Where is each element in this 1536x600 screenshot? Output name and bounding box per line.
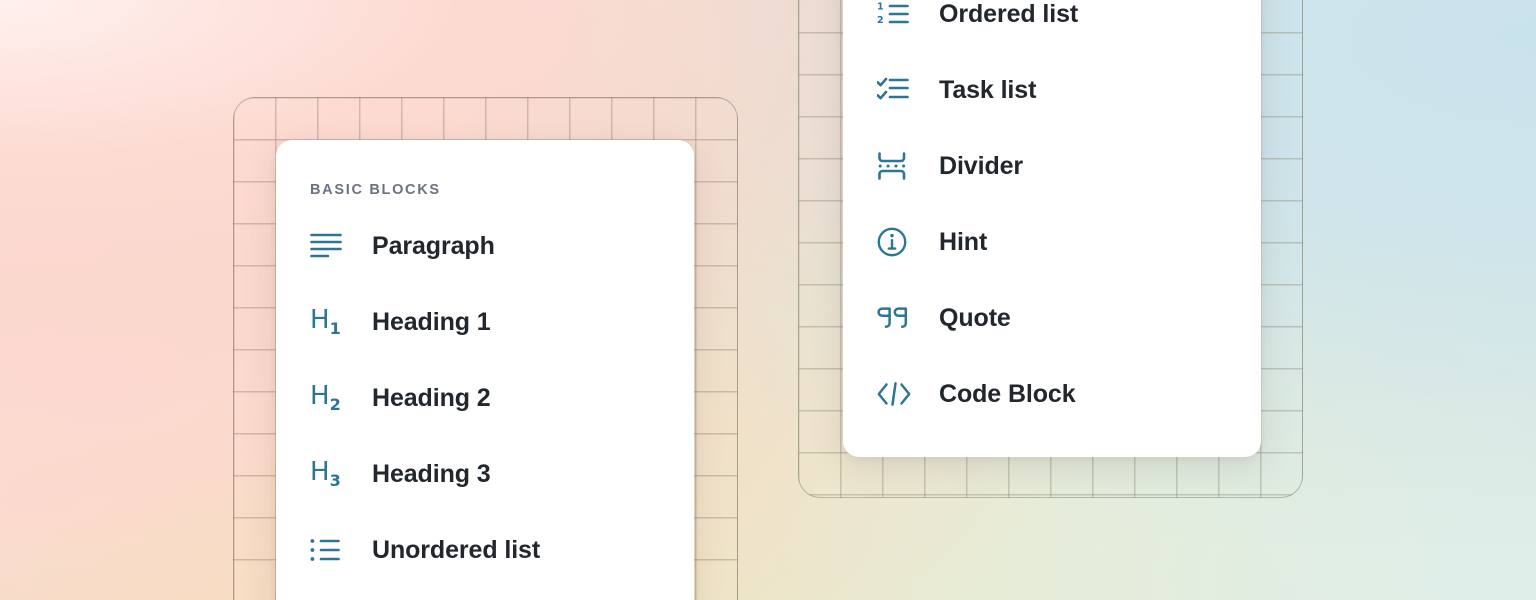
svg-text:2: 2 — [877, 15, 884, 26]
menu-item-label: Heading 1 — [372, 307, 491, 336]
menu-item-label: Quote — [939, 303, 1011, 332]
quote-icon — [877, 306, 939, 330]
basic-blocks-menu-card: BASIC BLOCKS Paragraph H1 Heading 1 — [276, 140, 694, 600]
menu-item-heading-2[interactable]: H2 Heading 2 — [310, 360, 660, 436]
menu-item-paragraph[interactable]: Paragraph — [310, 208, 660, 284]
menu-item-label: Unordered list — [372, 535, 541, 564]
menu-item-label: Divider — [939, 151, 1024, 180]
ordered-list-icon: 1 2 — [877, 1, 939, 27]
menu-item-hint[interactable]: Hint — [877, 204, 1227, 280]
heading-3-icon: H3 — [310, 456, 341, 491]
hint-info-icon — [877, 227, 939, 257]
menu-item-label: Heading 3 — [372, 459, 491, 488]
section-label-basic-blocks: BASIC BLOCKS — [310, 182, 441, 198]
more-blocks-menu-card: 1 2 Ordered list Task list — [843, 0, 1261, 457]
menu-item-label: Heading 2 — [372, 383, 491, 412]
heading-1-icon: H1 — [310, 304, 341, 339]
menu-item-label: Paragraph — [372, 231, 495, 260]
code-block-icon — [877, 381, 939, 407]
menu-item-task-list[interactable]: Task list — [877, 52, 1227, 128]
menu-item-quote[interactable]: Quote — [877, 280, 1227, 356]
menu-item-code-block[interactable]: Code Block — [877, 356, 1227, 432]
menu-item-unordered-list[interactable]: Unordered list — [310, 512, 660, 588]
menu-item-ordered-list[interactable]: 1 2 Ordered list — [877, 0, 1227, 52]
heading-2-icon: H2 — [310, 380, 341, 415]
menu-item-label: Code Block — [939, 379, 1076, 408]
menu-item-label: Hint — [939, 227, 988, 256]
paragraph-icon — [310, 233, 372, 259]
menu-item-heading-1[interactable]: H1 Heading 1 — [310, 284, 660, 360]
menu-item-label: Ordered list — [939, 0, 1079, 28]
task-list-icon — [877, 77, 939, 103]
menu-item-heading-3[interactable]: H3 Heading 3 — [310, 436, 660, 512]
divider-icon — [877, 152, 939, 180]
svg-text:1: 1 — [877, 2, 884, 13]
unordered-list-icon — [310, 538, 372, 562]
menu-item-divider[interactable]: Divider — [877, 128, 1227, 204]
menu-item-label: Task list — [939, 75, 1037, 104]
